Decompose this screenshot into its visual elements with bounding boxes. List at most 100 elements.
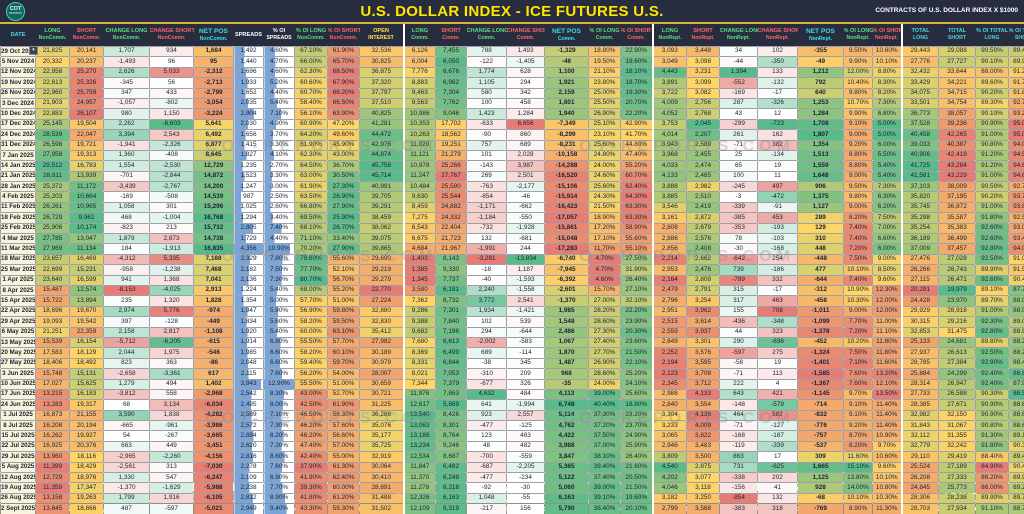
cell: 94.00% — [1008, 243, 1024, 255]
cell: 15,131 — [69, 368, 104, 380]
cell: 5.40% — [872, 160, 902, 172]
contracts-note: CONTRACTS OF U.S. DOLLAR INDEX X $1000 — [875, 7, 1018, 14]
cell: 59.30% — [327, 503, 360, 514]
cell: 1,940 — [544, 108, 589, 120]
cell: 59.70% — [327, 357, 360, 370]
cell: 5.20% — [263, 77, 295, 89]
cell: 923 — [466, 409, 507, 422]
cell: 2,951 — [651, 305, 687, 318]
cell: -854 — [719, 492, 758, 505]
col-header-short-comm-: SHORT Comm. — [435, 24, 467, 47]
table-row: 5 Aug 2025 11,399 18,429 -2,561 313 -7,030 2,2… — [0, 461, 1024, 474]
cell: 27,934 — [938, 503, 976, 514]
cell: 4.70% — [588, 253, 621, 266]
cell: 906 — [797, 181, 844, 193]
cell: 59.50% — [327, 316, 360, 328]
cell: 987 — [233, 191, 264, 203]
cell: 9.60% — [872, 461, 902, 474]
cell: -8,231 — [544, 139, 589, 151]
cell: 2,572 — [233, 420, 264, 432]
cell: 2,756 — [686, 97, 720, 110]
cell: 3,099 — [686, 77, 720, 89]
cell: 261 — [719, 129, 758, 141]
date-cell: 27 May 2025 — [0, 357, 36, 370]
filter-icon[interactable]: ▾ — [29, 46, 38, 55]
cell: 2.60% — [263, 201, 295, 214]
cell: 18,666 — [69, 503, 104, 514]
cell: 133 — [757, 66, 798, 79]
cell: 13,063 — [402, 420, 436, 432]
cell: 6,492 — [193, 129, 234, 141]
cell: 2,768 — [686, 108, 720, 120]
cell: 90.10% — [975, 56, 1009, 68]
cell: 27.00% — [588, 295, 621, 307]
cell: 20.30% — [620, 326, 653, 338]
cell: 3,554 — [686, 399, 720, 411]
cell: 37.20% — [588, 420, 621, 432]
cell: 2,982 — [686, 181, 720, 193]
cell: 739 — [719, 264, 758, 276]
cell: 39.40% — [588, 461, 621, 474]
cell: 22.90% — [620, 45, 653, 58]
cell: 28.60% — [588, 316, 621, 328]
cell: 16,154 — [69, 336, 104, 349]
cell: 2,557 — [506, 409, 545, 422]
cell: 10.80% — [872, 482, 902, 494]
cell: 15,748 — [35, 368, 70, 380]
cell: 9,463 — [402, 87, 436, 99]
cell: 9.70% — [872, 440, 902, 453]
cell: 100 — [466, 97, 507, 110]
cell: 31.90% — [620, 264, 653, 276]
cell: 61.90% — [294, 139, 328, 151]
cell: 23.20% — [620, 409, 653, 422]
cell: 93.20% — [1008, 108, 1024, 120]
cell: 27.50% — [620, 253, 653, 266]
cell: -40 — [466, 274, 507, 287]
cell: -168 — [719, 430, 758, 442]
cell: -2,530 — [149, 160, 194, 172]
cell: -169 — [103, 191, 150, 203]
cell: 80.70% — [294, 274, 328, 287]
cell: 1,827 — [233, 149, 264, 162]
cell: 332 — [757, 274, 798, 287]
cell: 19,979 — [938, 284, 976, 297]
cell: 26,729 — [35, 212, 70, 224]
cell: 2,542 — [233, 388, 264, 401]
cell: 1,415 — [233, 139, 264, 151]
cell: 38,009 — [938, 181, 976, 193]
cell: 3,233 — [651, 420, 687, 432]
cell: 4.60% — [263, 66, 295, 79]
cell: 11.70% — [588, 243, 621, 255]
cell: 2,345 — [651, 378, 687, 390]
cell: 3,988 — [544, 440, 589, 453]
cell: 11,278 — [402, 482, 436, 494]
cell: 89.40% — [1008, 45, 1024, 58]
cell: 1,105 — [466, 77, 507, 89]
table-row: 14 Jan 2025 29,512 16,783 1,554 -2,530 12,729… — [0, 160, 1024, 172]
cell: 90.30% — [975, 388, 1009, 401]
cell: 9.00% — [843, 305, 873, 318]
cell: 92.60% — [975, 222, 1009, 235]
cell: 2,045 — [686, 118, 720, 131]
cell: 1,523 — [233, 170, 264, 183]
cell: 62.40% — [327, 471, 360, 484]
cell: 2,589 — [686, 139, 720, 151]
cell: 213 — [149, 222, 194, 235]
cell: 20.50% — [620, 471, 653, 484]
cell: 89.70% — [975, 295, 1009, 307]
cell: 2,028 — [506, 149, 545, 162]
cell: -148 — [719, 399, 758, 411]
cell: 8,331 — [402, 357, 436, 370]
date-cell: 11 Mar 2025 — [0, 243, 36, 255]
cell: -2,844 — [149, 170, 194, 183]
cell: -44 — [719, 56, 758, 68]
cell: 27.30% — [588, 326, 621, 338]
cell: 1,354 — [233, 295, 264, 307]
cell: -18 — [466, 264, 507, 276]
cell: 47.20% — [327, 118, 360, 131]
cell: 31,225 — [359, 399, 404, 411]
cell: 24.90% — [620, 430, 653, 442]
cell: 1,665 — [797, 461, 844, 474]
cell: 3,301 — [686, 336, 720, 349]
cell: 1,801 — [544, 97, 589, 110]
